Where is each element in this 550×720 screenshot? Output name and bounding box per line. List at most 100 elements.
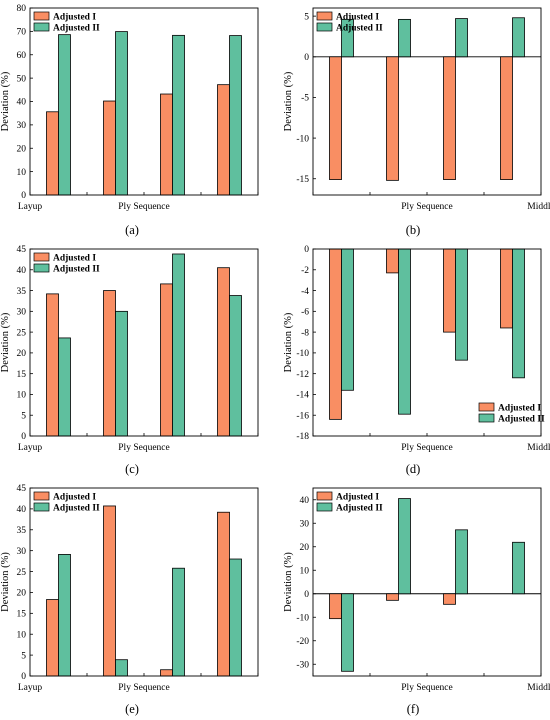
bar-adjusted-ii-2 <box>115 31 128 196</box>
bar-adjusted-ii-1 <box>341 248 354 391</box>
legend-label-adjusted-i: Adjusted I <box>53 254 96 264</box>
x-tick-label: Layup <box>18 443 43 453</box>
bar-adjusted-ii-4 <box>512 17 525 58</box>
y-tick-label: 20 <box>17 144 27 154</box>
x-tick-label: Ply Sequence <box>118 683 169 693</box>
bar-adjusted-i-2 <box>386 593 399 601</box>
legend-label-adjusted-i: Adjusted I <box>53 493 96 503</box>
y-tick-label: 40 <box>300 496 310 506</box>
chart-panel-a: 0 10 20 30 40 50 60 70 80 Layup Ply Sequence Deviat… <box>0 4 259 237</box>
y-tick-label: 30 <box>17 547 27 557</box>
bar-adjusted-ii-3 <box>455 248 468 361</box>
bar-adjusted-ii-3 <box>172 567 185 677</box>
y-tick-label: 30 <box>17 121 27 131</box>
legend-label-adjusted-i: Adjusted I <box>336 13 379 23</box>
x-tick-label: Ply Sequence <box>118 202 169 212</box>
legend-swatch-adjusted-i <box>33 491 50 501</box>
bar-adjusted-i-3 <box>443 56 456 180</box>
y-tick-label: 20 <box>17 349 27 359</box>
x-tick-label: Layup <box>18 683 43 693</box>
y-tick-label: -16 <box>296 411 309 421</box>
bar-adjusted-i-4 <box>217 511 230 677</box>
x-tick-label: Middle <box>527 443 550 453</box>
bar-adjusted-i-1 <box>46 599 59 677</box>
y-tick-label: 0 <box>21 191 26 201</box>
legend-label-adjusted-i: Adjusted I <box>336 493 379 503</box>
y-tick-label: -12 <box>296 370 309 380</box>
y-tick-label: -10 <box>296 349 309 359</box>
y-tick-label: 10 <box>300 566 310 576</box>
y-axis-label: Deviation (%) <box>283 312 294 372</box>
legend-swatch-adjusted-i <box>316 491 333 501</box>
panel-caption: (d) <box>406 462 421 476</box>
y-tick-label: -2 <box>301 266 309 276</box>
x-tick-label: Layup <box>18 202 43 212</box>
y-tick-label: -5 <box>301 94 309 104</box>
y-tick-label: 10 <box>17 168 27 178</box>
y-tick-label: -14 <box>296 391 309 401</box>
bar-adjusted-ii-2 <box>115 310 128 437</box>
bar-adjusted-ii-3 <box>172 34 185 196</box>
panel-caption: (b) <box>406 223 421 237</box>
bar-adjusted-ii-4 <box>229 295 242 437</box>
chart-panel-b: -15 -10 -5 0 5 Ply Sequence Middle Deviation (%… <box>283 7 550 237</box>
legend-label-adjusted-ii: Adjusted II <box>53 24 100 34</box>
y-tick-label: 15 <box>17 610 27 620</box>
y-tick-label: -30 <box>296 660 309 670</box>
chart-panel-f: -30 -20 -10 0 10 20 30 40 Ply Sequence Middle Devi… <box>283 487 550 716</box>
plot-frame <box>312 487 542 677</box>
y-tick-label: 0 <box>21 432 26 442</box>
bar-adjusted-i-4 <box>217 84 230 196</box>
y-tick-label: 45 <box>17 484 27 494</box>
y-tick-label: -8 <box>301 328 309 338</box>
bar-adjusted-i-4 <box>500 56 513 180</box>
bar-adjusted-ii-2 <box>115 659 128 677</box>
legend-label-adjusted-i: Adjusted I <box>53 13 96 23</box>
legend-swatch-adjusted-ii <box>316 502 333 512</box>
y-tick-label: 5 <box>21 651 26 661</box>
y-tick-label: 35 <box>17 526 27 536</box>
panel-caption: (c) <box>125 462 139 476</box>
y-tick-label: -6 <box>301 308 309 318</box>
legend-swatch-adjusted-i <box>316 11 333 21</box>
plot-frame <box>312 248 542 437</box>
y-tick-label: 45 <box>17 245 27 255</box>
y-tick-label: -18 <box>296 432 309 442</box>
legend-swatch-adjusted-i <box>478 402 495 412</box>
bar-adjusted-i-2 <box>103 505 116 677</box>
bar-adjusted-ii-3 <box>172 253 185 437</box>
chart-panel-e: 0 5 10 15 20 25 30 35 40 45 Layup Ply Sequence Devia… <box>0 484 259 716</box>
legend-label-adjusted-ii: Adjusted II <box>53 265 100 275</box>
x-tick-label: Ply Sequence <box>401 683 452 693</box>
y-tick-label: 80 <box>17 4 27 14</box>
panel-caption: (f) <box>407 702 420 716</box>
y-tick-label: 0 <box>304 53 309 63</box>
y-tick-label: 30 <box>300 519 310 529</box>
plot-frame <box>312 7 542 196</box>
y-tick-label: 10 <box>17 630 27 640</box>
x-tick-label: Ply Sequence <box>401 443 452 453</box>
y-tick-label: 60 <box>17 51 27 61</box>
y-tick-label: 25 <box>17 568 27 578</box>
legend-label-adjusted-ii: Adjusted II <box>53 504 100 514</box>
legend-swatch-adjusted-i <box>33 11 50 21</box>
y-tick-label: 40 <box>17 505 27 515</box>
bar-adjusted-ii-1 <box>341 593 354 672</box>
bar-adjusted-i-3 <box>443 248 456 333</box>
bar-adjusted-i-3 <box>160 283 173 437</box>
bar-adjusted-i-3 <box>160 93 173 196</box>
bar-adjusted-ii-3 <box>455 18 468 58</box>
bar-adjusted-i-1 <box>46 111 59 196</box>
y-tick-label: 0 <box>304 590 309 600</box>
x-tick-label: Middle <box>527 202 550 212</box>
bar-adjusted-ii-4 <box>512 541 525 595</box>
legend-swatch-adjusted-ii <box>33 502 50 512</box>
y-tick-label: -10 <box>296 134 309 144</box>
y-tick-label: 40 <box>17 266 27 276</box>
bar-adjusted-i-1 <box>329 56 342 180</box>
